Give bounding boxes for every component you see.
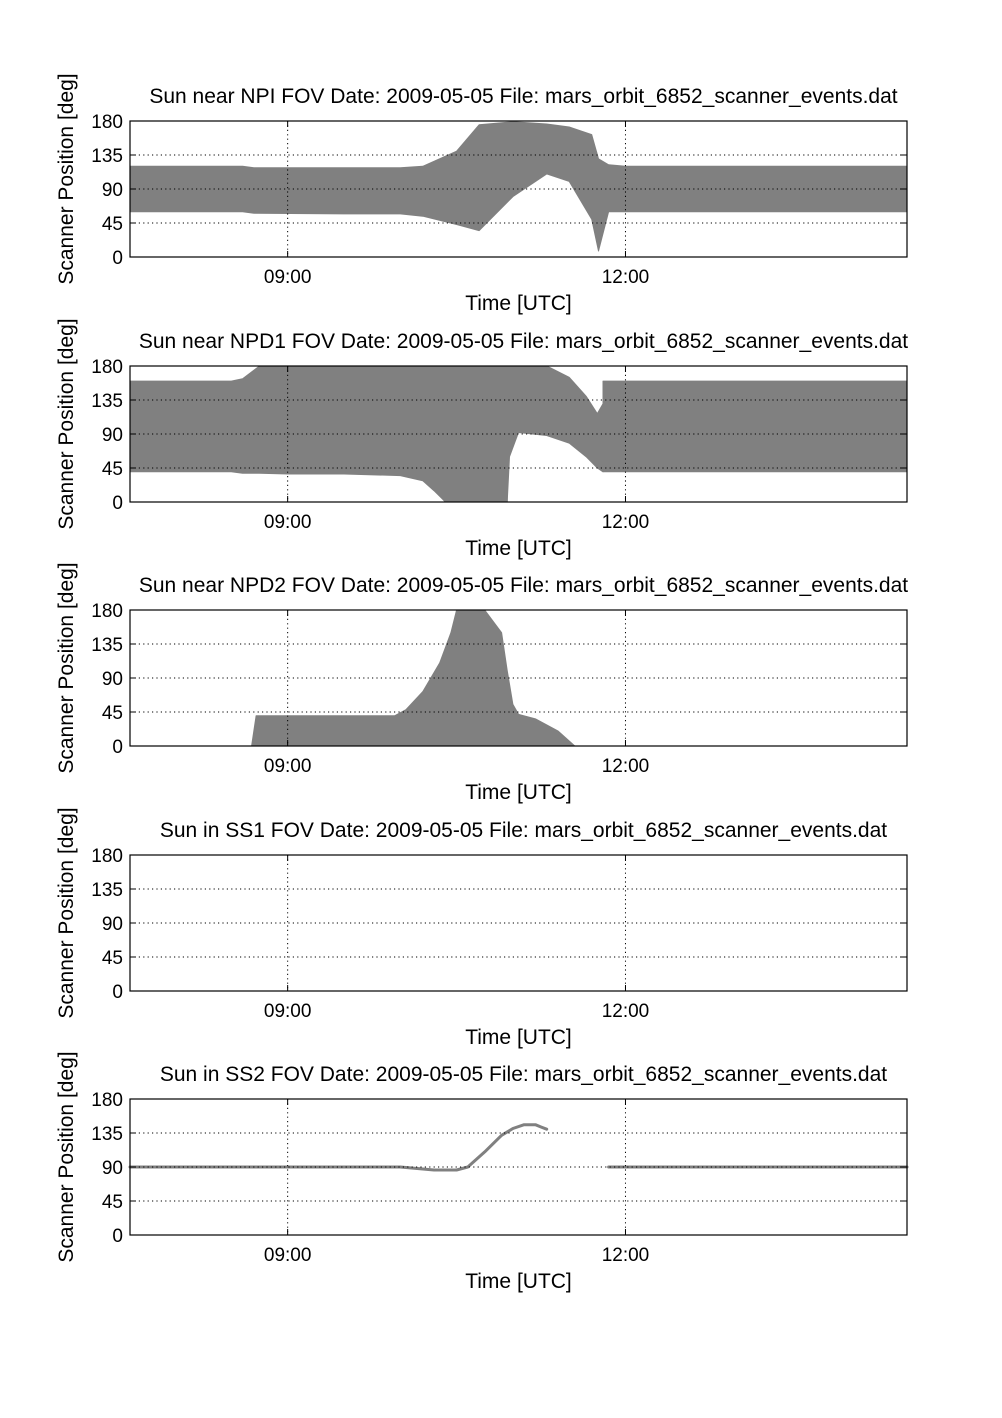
x-tick-label: 09:00	[264, 512, 312, 533]
chart-title: Sun near NPD1 FOV Date: 2009-05-05 File:…	[139, 330, 908, 353]
chart-title: Sun near NPI FOV Date: 2009-05-05 File: …	[149, 85, 897, 108]
y-tick-label: 90	[102, 1158, 123, 1179]
y-axis-label: Scanner Position [deg]	[55, 1051, 78, 1262]
series-group	[128, 1123, 909, 1172]
y-tick-label: 45	[102, 214, 123, 235]
y-tick-label: 45	[102, 1192, 123, 1213]
y-tick-label: 90	[102, 914, 123, 935]
y-axis-label: Scanner Position [deg]	[55, 562, 78, 773]
y-tick-label: 180	[91, 357, 123, 378]
y-tick-label: 0	[112, 248, 123, 269]
y-tick-label: 135	[91, 1124, 123, 1145]
scanner-band-2	[444, 365, 508, 503]
y-axis-label: Scanner Position [deg]	[55, 807, 78, 1018]
x-tick-label: 12:00	[602, 756, 650, 777]
x-axis-label: Time [UTC]	[465, 537, 572, 560]
y-tick-label: 0	[112, 737, 123, 758]
y-tick-label: 135	[91, 146, 123, 167]
x-tick-label: 09:00	[264, 756, 312, 777]
x-axis-label: Time [UTC]	[465, 1270, 572, 1293]
y-tick-label: 0	[112, 493, 123, 514]
x-axis-label: Time [UTC]	[465, 292, 572, 315]
y-tick-label: 180	[91, 112, 123, 133]
y-tick-label: 135	[91, 391, 123, 412]
y-tick-label: 45	[102, 948, 123, 969]
x-tick-label: 09:00	[264, 267, 312, 288]
y-tick-label: 180	[91, 1090, 123, 1111]
chart-title: Sun near NPD2 FOV Date: 2009-05-05 File:…	[139, 574, 908, 597]
y-tick-label: 90	[102, 669, 123, 690]
chart-title: Sun in SS2 FOV Date: 2009-05-05 File: ma…	[160, 1063, 887, 1086]
chart-panel-4: Sun in SS1 FOV Date: 2009-05-05 File: ma…	[55, 807, 908, 1049]
scanner-line-1	[128, 1123, 549, 1172]
chart-panel-5: Sun in SS2 FOV Date: 2009-05-05 File: ma…	[55, 1051, 909, 1293]
x-tick-label: 12:00	[602, 1001, 650, 1022]
x-tick-label: 09:00	[264, 1001, 312, 1022]
x-axis-label: Time [UTC]	[465, 781, 572, 804]
chart-title: Sun in SS1 FOV Date: 2009-05-05 File: ma…	[160, 819, 887, 842]
y-tick-label: 45	[102, 703, 123, 724]
scanner-band-1	[129, 121, 908, 252]
x-tick-label: 12:00	[602, 1245, 650, 1266]
y-tick-label: 135	[91, 880, 123, 901]
chart-panel-2: Sun near NPD1 FOV Date: 2009-05-05 File:…	[55, 318, 908, 560]
y-axis-label: Scanner Position [deg]	[55, 73, 78, 284]
y-tick-label: 135	[91, 635, 123, 656]
x-tick-label: 12:00	[602, 267, 650, 288]
x-tick-label: 09:00	[264, 1245, 312, 1266]
x-tick-label: 12:00	[602, 512, 650, 533]
chart-panel-3: Sun near NPD2 FOV Date: 2009-05-05 File:…	[55, 562, 908, 804]
y-tick-label: 0	[112, 1226, 123, 1247]
y-tick-label: 180	[91, 846, 123, 867]
y-tick-label: 45	[102, 459, 123, 480]
y-tick-label: 90	[102, 180, 123, 201]
y-tick-label: 90	[102, 425, 123, 446]
x-axis-label: Time [UTC]	[465, 1026, 572, 1049]
chart-panel-1: Sun near NPI FOV Date: 2009-05-05 File: …	[55, 73, 908, 315]
y-tick-label: 0	[112, 982, 123, 1003]
y-axis-label: Scanner Position [deg]	[55, 318, 78, 529]
series-group	[129, 121, 908, 252]
scanner-band-4	[602, 380, 908, 473]
y-tick-label: 180	[91, 601, 123, 622]
